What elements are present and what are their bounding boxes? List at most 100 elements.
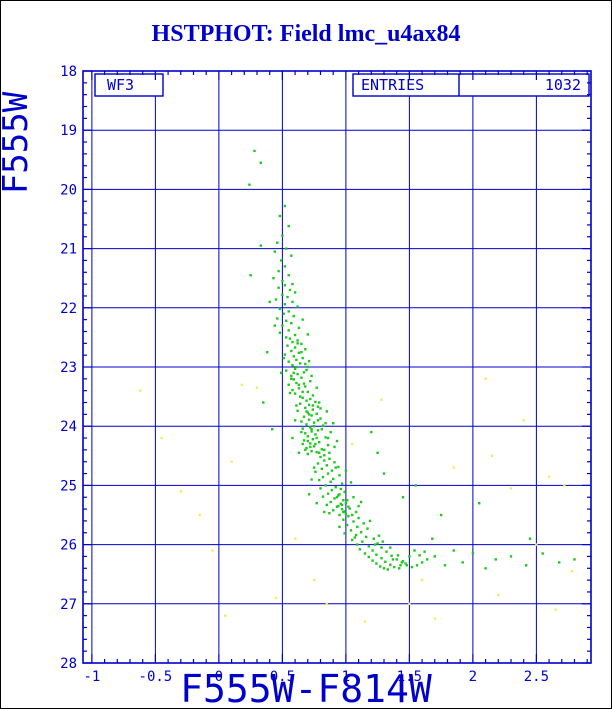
scatter-point — [375, 562, 378, 565]
scatter-point — [288, 337, 292, 340]
scatter-point — [198, 513, 201, 517]
scatter-point — [418, 554, 421, 557]
y-tick-label: 18 — [60, 64, 77, 80]
y-tick-label: 22 — [60, 301, 77, 317]
scatter-point — [315, 386, 318, 389]
scatter-point — [290, 374, 293, 378]
scatter-point — [295, 381, 298, 385]
scatter-point — [423, 550, 426, 553]
scatter-point — [307, 403, 311, 407]
scatter-point — [287, 274, 290, 277]
scatter-point — [304, 362, 307, 366]
scatter-point — [300, 342, 303, 346]
scatter-point — [439, 513, 443, 517]
scatter-point — [302, 415, 306, 418]
scatter-point — [344, 502, 348, 505]
scatter-point — [381, 540, 384, 543]
scatter-point — [259, 161, 262, 164]
scatter-point — [359, 500, 363, 504]
scatter-point — [348, 507, 351, 510]
scatter-point — [328, 451, 331, 454]
scatter-point — [385, 550, 388, 553]
scatter-point — [356, 525, 359, 528]
scatter-point — [248, 183, 251, 186]
scatter-point — [368, 519, 372, 523]
scatter-point — [324, 484, 327, 487]
scatter-point — [389, 563, 392, 566]
scatter-point — [338, 493, 341, 496]
scatter-point — [290, 377, 293, 380]
scatter-point — [310, 430, 313, 433]
scatter-point — [293, 333, 297, 337]
scatter-point — [484, 567, 487, 570]
scatter-point — [367, 555, 370, 559]
scatter-point — [296, 342, 299, 345]
scatter-point — [274, 298, 278, 301]
scatter-point — [316, 462, 320, 465]
scatter-point — [410, 565, 414, 569]
scatter-point — [316, 405, 320, 408]
scatter-point — [300, 376, 303, 379]
scatter-point — [399, 564, 402, 567]
scatter-point — [274, 596, 278, 600]
scatter-point — [300, 351, 303, 354]
scatter-point — [271, 428, 274, 431]
scatter-point — [305, 446, 308, 450]
scatter-point — [310, 478, 313, 481]
scatter-point — [342, 499, 345, 502]
scatter-point — [490, 454, 494, 457]
scatter-point — [319, 417, 322, 420]
scatter-point — [285, 336, 288, 339]
y-tick-label: 24 — [60, 419, 77, 435]
scatter-point — [323, 459, 326, 462]
scatter-point — [431, 537, 434, 540]
x-tick-label: 1.5 — [397, 669, 422, 685]
scatter-point — [323, 454, 326, 457]
scatter-point — [323, 448, 326, 452]
scatter-point — [420, 561, 424, 564]
scatter-point — [558, 561, 561, 564]
scatter-point — [573, 558, 576, 561]
x-tick-label: 0.5 — [270, 669, 295, 685]
scatter-point — [306, 333, 309, 336]
scatter-point — [359, 531, 363, 534]
scatter-point — [309, 397, 312, 401]
y-tick-label: 28 — [60, 656, 77, 672]
scatter-point — [363, 620, 367, 623]
scatter-point — [405, 564, 408, 567]
scatter-point — [295, 404, 298, 407]
scatter-point — [301, 318, 304, 321]
scatter-point — [324, 422, 327, 425]
scatter-point — [335, 505, 339, 508]
scatter-point — [301, 390, 304, 394]
scatter-point — [287, 310, 290, 313]
grid-lines — [83, 70, 591, 664]
scatter-point — [371, 549, 374, 552]
scatter-point — [358, 548, 362, 551]
scatter-point — [224, 614, 227, 617]
scatter-point — [509, 555, 513, 558]
scatter-point — [291, 340, 294, 344]
scatter-point — [288, 288, 292, 292]
scatter-point — [259, 244, 262, 247]
scatter-point — [315, 451, 318, 454]
scatter-point — [391, 558, 395, 561]
chart-title: HSTPHOT: Field lmc_u4ax84 — [151, 21, 461, 47]
scatter-point — [332, 509, 335, 512]
scatter-point — [315, 502, 318, 505]
scatter-point — [433, 617, 436, 620]
scatter-point — [297, 387, 301, 390]
scatter-point — [307, 493, 311, 496]
scatter-point — [340, 482, 344, 485]
scatter-point — [376, 542, 379, 545]
scatter-point — [291, 436, 294, 440]
scatter-point — [179, 490, 182, 493]
scatter-point — [340, 507, 344, 511]
scatter-point — [365, 535, 368, 539]
scatter-point — [547, 475, 551, 478]
scatter-point — [301, 427, 304, 430]
axis-ticks — [83, 70, 591, 664]
y-tick-label: 23 — [60, 360, 77, 376]
scatter-point — [335, 439, 339, 443]
